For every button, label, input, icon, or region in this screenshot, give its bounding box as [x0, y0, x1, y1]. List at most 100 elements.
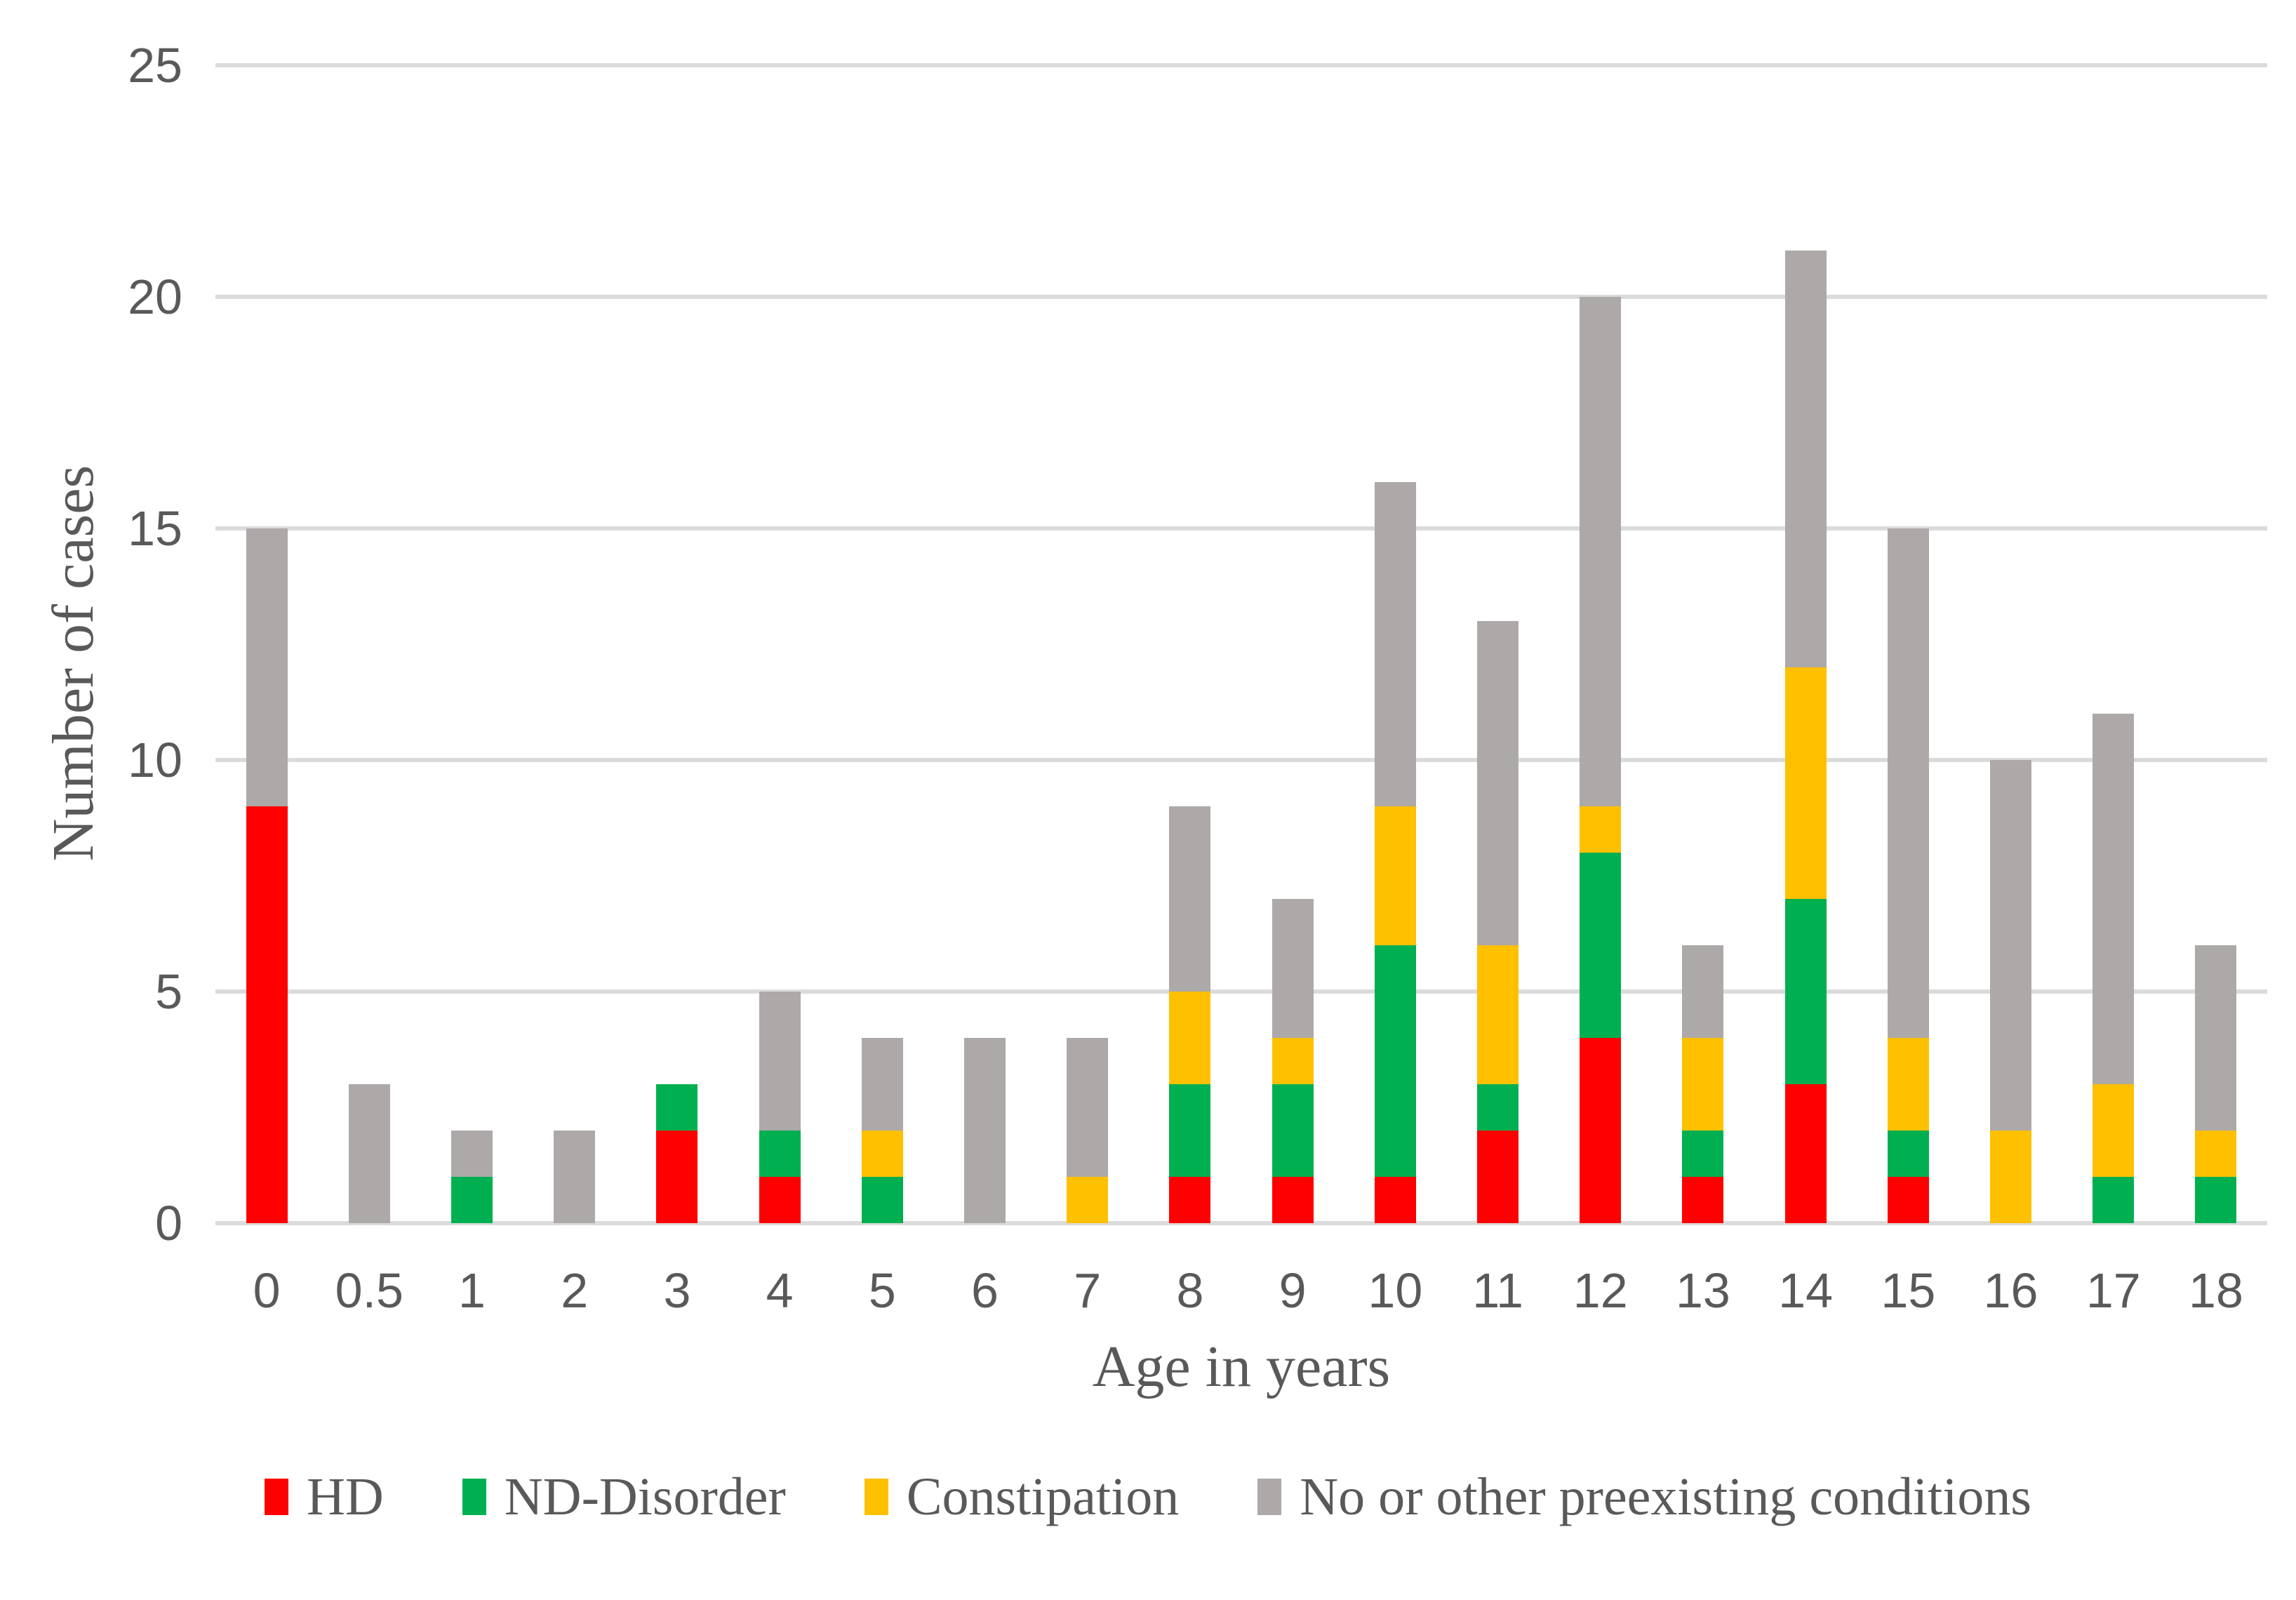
bar-slot-age-8	[1139, 65, 1241, 1223]
bar-segment-nd-disorder-age-10	[1374, 945, 1416, 1177]
bar-segment-no-or-other-preexisting-conditions-age-2	[554, 1131, 596, 1223]
bar-segment-constipation-age-15	[1887, 1038, 1929, 1131]
x-tick-label-17: 17	[2085, 1263, 2141, 1318]
bar-stack-age-2	[554, 1131, 596, 1223]
legend-marker-icon	[1257, 1479, 1282, 1515]
bar-slot-age-18	[2165, 65, 2267, 1223]
x-tick-label-10: 10	[1368, 1263, 1423, 1318]
bar-stack-age-6	[964, 1038, 1006, 1223]
bar-segment-constipation-age-16	[1990, 1131, 2032, 1223]
bar-stack-age-11	[1477, 621, 1519, 1223]
bar-slot-age-3	[626, 65, 728, 1223]
bar-slot-age-15	[1857, 65, 1959, 1223]
bar-stack-age-8	[1169, 806, 1211, 1223]
bar-slot-age-1	[420, 65, 523, 1223]
legend-label: Constipation	[906, 1467, 1180, 1526]
bar-segment-no-or-other-preexisting-conditions-age-9	[1272, 899, 1314, 1038]
x-tick-label-6: 6	[971, 1263, 999, 1318]
legend-label: No or other preexisting conditions	[1300, 1467, 2031, 1526]
bar-segment-no-or-other-preexisting-conditions-age-18	[2195, 945, 2237, 1131]
bar-slot-age-17	[2062, 65, 2165, 1223]
bar-segment-no-or-other-preexisting-conditions-age-4	[759, 992, 801, 1131]
bar-segment-constipation-age-11	[1477, 945, 1519, 1084]
bar-segment-nd-disorder-age-12	[1580, 853, 1622, 1038]
bar-segment-nd-disorder-age-18	[2195, 1177, 2237, 1223]
bar-slot-age-0	[215, 65, 318, 1223]
x-tick-label-7: 7	[1074, 1263, 1102, 1318]
gridline-25	[215, 63, 2267, 67]
bar-segment-hd-age-14	[1784, 1084, 1827, 1223]
bar-slot-age-5	[831, 65, 933, 1223]
bar-segment-no-or-other-preexisting-conditions-age-13	[1682, 945, 1724, 1038]
x-tick-label-8: 8	[1176, 1263, 1204, 1318]
bar-segment-no-or-other-preexisting-conditions-age-17	[2093, 714, 2135, 1084]
bar-segment-no-or-other-preexisting-conditions-age-8	[1169, 806, 1211, 992]
bar-segment-hd-age-0	[246, 806, 288, 1223]
x-tick-label-3: 3	[663, 1263, 691, 1318]
bar-segment-nd-disorder-age-1	[451, 1177, 493, 1223]
bar-segment-constipation-age-10	[1374, 806, 1416, 945]
bar-segment-hd-age-10	[1374, 1177, 1416, 1223]
bar-segment-no-or-other-preexisting-conditions-age-7	[1067, 1038, 1109, 1177]
bar-segment-nd-disorder-age-11	[1477, 1084, 1519, 1131]
y-tick-label-10: 10	[128, 733, 182, 787]
x-tick-label-15: 15	[1881, 1263, 1936, 1318]
plot-area	[215, 63, 2267, 1225]
x-tick-label-16: 16	[1983, 1263, 2038, 1318]
bar-stack-age-18	[2195, 945, 2237, 1223]
bar-slot-age-9	[1241, 65, 1344, 1223]
bar-slot-age-0.5	[318, 65, 420, 1223]
gridline-20	[215, 295, 2267, 299]
chart-legend: HD ND-Disorder Constipation No or other pre…	[0, 1465, 2296, 1528]
bar-series-container	[215, 65, 2267, 1223]
bar-segment-constipation-age-18	[2195, 1131, 2237, 1177]
bar-slot-age-7	[1036, 65, 1139, 1223]
bar-segment-constipation-age-12	[1580, 806, 1622, 853]
bar-segment-constipation-age-9	[1272, 1038, 1314, 1084]
x-tick-label-14: 14	[1778, 1263, 1834, 1318]
bar-stack-age-16	[1990, 760, 2032, 1223]
gridline-15	[215, 526, 2267, 531]
bar-segment-hd-age-8	[1169, 1177, 1211, 1223]
y-tick-label-25: 25	[128, 38, 182, 93]
bar-stack-age-0.5	[348, 1084, 390, 1223]
bar-segment-hd-age-4	[759, 1177, 801, 1223]
bar-segment-hd-age-15	[1887, 1177, 1929, 1223]
x-tick-label-1: 1	[458, 1263, 486, 1318]
legend-label: HD	[307, 1467, 384, 1526]
bar-segment-no-or-other-preexisting-conditions-age-0.5	[348, 1084, 390, 1223]
gridline-10	[215, 758, 2267, 762]
bar-segment-hd-age-11	[1477, 1131, 1519, 1223]
y-tick-label-15: 15	[128, 501, 182, 556]
x-axis-tick-labels: 0 0.5 1 2 3 4 5 6 7 8 9 10 11 12 13 14 15 16 17 18	[215, 1260, 2267, 1321]
bar-slot-age-2	[523, 65, 626, 1223]
bar-slot-age-6	[933, 65, 1036, 1223]
bar-segment-no-or-other-preexisting-conditions-age-5	[861, 1038, 903, 1131]
bar-stack-age-5	[861, 1038, 903, 1223]
bar-stack-age-17	[2093, 714, 2135, 1223]
bar-segment-no-or-other-preexisting-conditions-age-11	[1477, 621, 1519, 945]
bar-slot-age-13	[1652, 65, 1754, 1223]
x-tick-label-9: 9	[1279, 1263, 1307, 1318]
bar-segment-no-or-other-preexisting-conditions-age-12	[1580, 297, 1622, 806]
bar-segment-nd-disorder-age-14	[1784, 899, 1827, 1084]
bar-segment-constipation-age-14	[1784, 667, 1827, 899]
y-tick-label-20: 20	[128, 269, 182, 324]
bar-slot-age-16	[1959, 65, 2062, 1223]
bar-stack-age-3	[656, 1084, 698, 1223]
bar-segment-no-or-other-preexisting-conditions-age-10	[1374, 482, 1416, 806]
bar-slot-age-12	[1549, 65, 1652, 1223]
bar-segment-nd-disorder-age-3	[656, 1084, 698, 1131]
bar-slot-age-11	[1446, 65, 1549, 1223]
bar-segment-no-or-other-preexisting-conditions-age-15	[1887, 528, 1929, 1038]
bar-stack-age-7	[1067, 1038, 1109, 1223]
bar-segment-constipation-age-17	[2093, 1084, 2135, 1177]
bar-segment-hd-age-3	[656, 1131, 698, 1223]
x-tick-label-5: 5	[868, 1263, 896, 1318]
x-tick-label-11: 11	[1472, 1263, 1523, 1318]
bar-stack-age-13	[1682, 945, 1724, 1223]
bar-segment-constipation-age-5	[861, 1131, 903, 1177]
bar-segment-hd-age-9	[1272, 1177, 1314, 1223]
bar-segment-no-or-other-preexisting-conditions-age-16	[1990, 760, 2032, 1131]
